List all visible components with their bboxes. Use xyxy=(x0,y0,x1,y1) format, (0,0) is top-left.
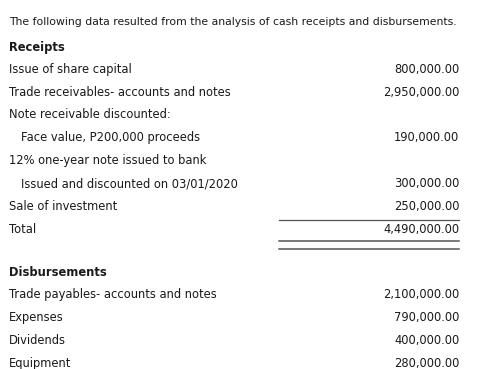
Text: 790,000.00: 790,000.00 xyxy=(393,311,458,324)
Text: 2,100,000.00: 2,100,000.00 xyxy=(382,288,458,301)
Text: 300,000.00: 300,000.00 xyxy=(393,177,458,190)
Text: Disbursements: Disbursements xyxy=(9,266,106,279)
Text: 12% one-year note issued to bank: 12% one-year note issued to bank xyxy=(9,154,205,167)
Text: 400,000.00: 400,000.00 xyxy=(393,334,458,347)
Text: Expenses: Expenses xyxy=(9,311,63,324)
Text: 800,000.00: 800,000.00 xyxy=(393,63,458,76)
Text: Trade payables- accounts and notes: Trade payables- accounts and notes xyxy=(9,288,216,301)
Text: Issued and discounted on 03/01/2020: Issued and discounted on 03/01/2020 xyxy=(21,177,237,190)
Text: 280,000.00: 280,000.00 xyxy=(393,357,458,369)
Text: Receipts: Receipts xyxy=(9,41,64,54)
Text: 250,000.00: 250,000.00 xyxy=(393,200,458,213)
Text: Face value, P200,000 proceeds: Face value, P200,000 proceeds xyxy=(21,131,199,144)
Text: Equipment: Equipment xyxy=(9,357,71,369)
Text: 4,490,000.00: 4,490,000.00 xyxy=(383,223,458,236)
Text: Trade receivables- accounts and notes: Trade receivables- accounts and notes xyxy=(9,86,230,99)
Text: The following data resulted from the analysis of cash receipts and disbursements: The following data resulted from the ana… xyxy=(9,17,456,27)
Text: Total: Total xyxy=(9,223,36,236)
Text: Issue of share capital: Issue of share capital xyxy=(9,63,131,76)
Text: Dividends: Dividends xyxy=(9,334,66,347)
Text: 190,000.00: 190,000.00 xyxy=(393,131,458,144)
Text: Note receivable discounted:: Note receivable discounted: xyxy=(9,108,170,121)
Text: 2,950,000.00: 2,950,000.00 xyxy=(382,86,458,99)
Text: Sale of investment: Sale of investment xyxy=(9,200,117,213)
